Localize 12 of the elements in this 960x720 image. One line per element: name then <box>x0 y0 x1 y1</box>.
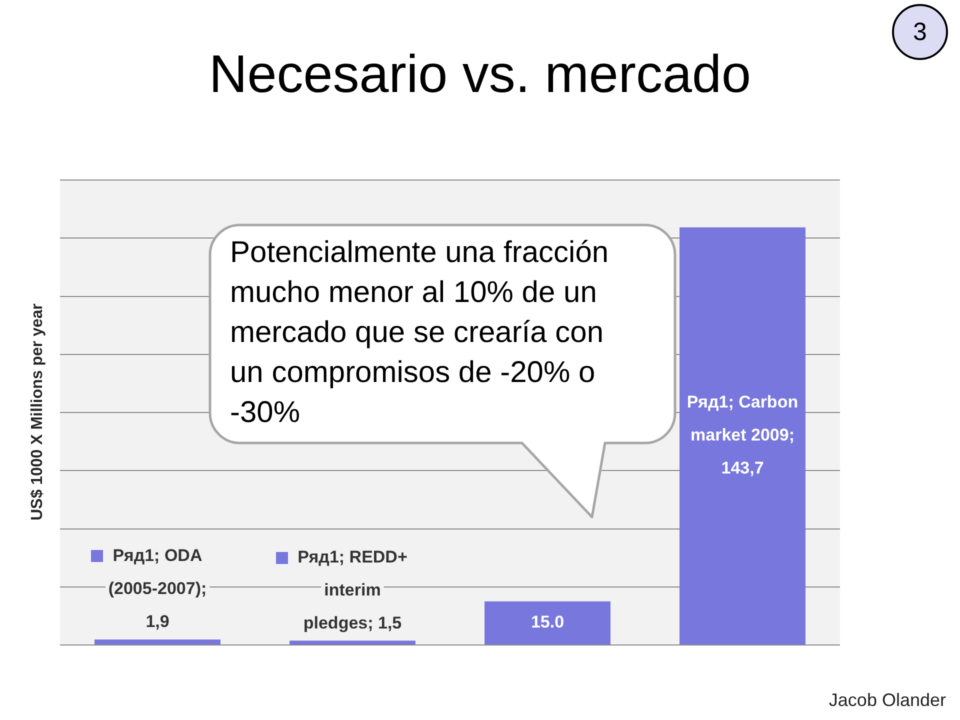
data-label: Ряд1; Carbon market 2009; 143,7 <box>686 392 798 478</box>
bar <box>290 640 416 644</box>
data-label: Ряд1; REDD+ interim pledges; 1,5 <box>298 547 408 632</box>
y-axis-title: US$ 1000 X Millions per year <box>29 304 47 520</box>
chart-title: Necesario vs. mercado <box>209 45 751 104</box>
annotation: Potencialmente una fracción mucho menor al 10% de un mercado que se crearía con un compromisos de -20% o -30% <box>230 235 610 431</box>
bar <box>94 639 220 644</box>
bar <box>680 227 806 644</box>
bar <box>484 601 610 644</box>
data-label: Ряд1; ODA (2005-2007); 1,9 <box>108 546 207 632</box>
text: Jacob Olander <box>828 690 946 711</box>
data-label: 15.0 <box>530 612 564 632</box>
